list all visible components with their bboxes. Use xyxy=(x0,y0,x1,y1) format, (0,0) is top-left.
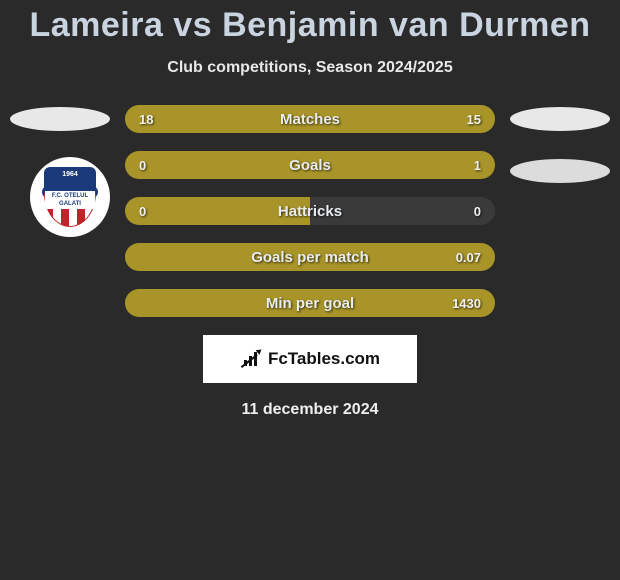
player-badge-left xyxy=(10,107,110,131)
subtitle: Club competitions, Season 2024/2025 xyxy=(0,59,620,77)
stat-label: Matches xyxy=(125,105,495,133)
club-crest: 1964 F.C. OTELUL GALATI xyxy=(30,157,110,237)
stat-row: 0.07Goals per match xyxy=(125,243,495,271)
player-badge-right-2 xyxy=(510,159,610,183)
crest-text: F.C. OTELUL GALATI xyxy=(45,191,95,209)
content-area: 1964 F.C. OTELUL GALATI 1815Matches 01Goa… xyxy=(0,105,620,419)
stat-bars: 1815Matches 01Goals 00Hattricks 0.07Goals p… xyxy=(125,105,495,317)
stat-label: Hattricks xyxy=(125,197,495,225)
stat-label: Min per goal xyxy=(125,289,495,317)
crest-shield: 1964 F.C. OTELUL GALATI xyxy=(44,167,96,227)
crest-bottom: F.C. OTELUL GALATI xyxy=(44,193,96,227)
comparison-card: Lameira vs Benjamin van Durmen Club comp… xyxy=(0,0,620,580)
stat-row: 1430Min per goal xyxy=(125,289,495,317)
stat-label: Goals xyxy=(125,151,495,179)
crest-year: 1964 xyxy=(44,171,96,178)
date-line: 11 december 2024 xyxy=(0,401,620,419)
crest-top: 1964 xyxy=(44,167,96,193)
page-title: Lameira vs Benjamin van Durmen xyxy=(0,0,620,45)
stat-row: 01Goals xyxy=(125,151,495,179)
player-badge-right-1 xyxy=(510,107,610,131)
stat-row: 00Hattricks xyxy=(125,197,495,225)
stat-row: 1815Matches xyxy=(125,105,495,133)
chart-arrow-icon xyxy=(240,348,262,370)
brand-text: FcTables.com xyxy=(268,349,380,369)
brand-box[interactable]: FcTables.com xyxy=(203,335,417,383)
stat-label: Goals per match xyxy=(125,243,495,271)
